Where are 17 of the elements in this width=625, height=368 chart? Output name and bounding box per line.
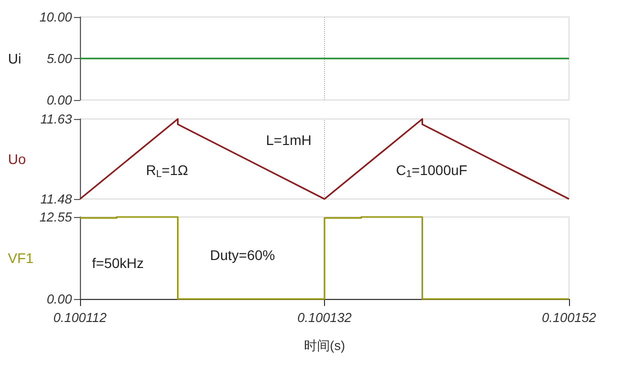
annotation: L=1mH	[266, 132, 312, 148]
annotation: f=50kHz	[92, 255, 144, 271]
y-tick-label: 0.00	[46, 92, 73, 108]
x-tick-label: 0.100152	[542, 310, 597, 325]
y-tick-label: 5.00	[46, 51, 73, 66]
y-tick-label: 0.00	[46, 292, 73, 306]
x-axis-title: 时间(s)	[304, 338, 346, 353]
annotation: Duty=60%	[210, 247, 275, 263]
y-tick-label: 11.63	[40, 112, 73, 126]
y-axis-title: Ui	[8, 50, 22, 66]
y-axis-title: Uo	[8, 151, 26, 167]
x-tick-label: 0.100132	[297, 310, 352, 325]
y-tick-label: 11.48	[40, 192, 73, 206]
y-axis-title: VF1	[8, 250, 34, 266]
y-tick-label: 10.00	[39, 10, 73, 24]
y-tick-label: 12.55	[39, 210, 73, 224]
x-tick-label: 0.100112	[53, 310, 108, 325]
